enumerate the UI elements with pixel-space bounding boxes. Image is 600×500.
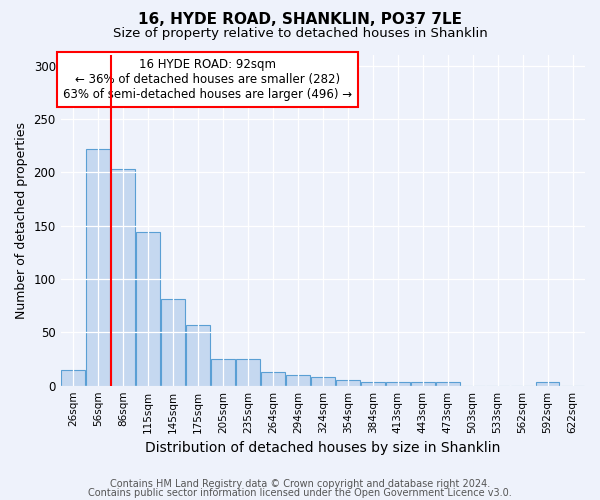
Bar bbox=[111, 169, 135, 386]
Bar bbox=[536, 382, 559, 386]
Bar bbox=[136, 232, 160, 386]
Bar bbox=[261, 372, 285, 386]
Bar bbox=[411, 382, 434, 386]
Bar bbox=[211, 359, 235, 386]
Bar bbox=[186, 325, 210, 386]
Bar bbox=[86, 149, 110, 386]
Text: Contains HM Land Registry data © Crown copyright and database right 2024.: Contains HM Land Registry data © Crown c… bbox=[110, 479, 490, 489]
Bar bbox=[361, 382, 385, 386]
Bar bbox=[161, 300, 185, 386]
Text: 16 HYDE ROAD: 92sqm
← 36% of detached houses are smaller (282)
63% of semi-detac: 16 HYDE ROAD: 92sqm ← 36% of detached ho… bbox=[63, 58, 352, 102]
Y-axis label: Number of detached properties: Number of detached properties bbox=[15, 122, 28, 319]
Text: Contains public sector information licensed under the Open Government Licence v3: Contains public sector information licen… bbox=[88, 488, 512, 498]
X-axis label: Distribution of detached houses by size in Shanklin: Distribution of detached houses by size … bbox=[145, 441, 500, 455]
Bar bbox=[386, 382, 410, 386]
Bar bbox=[286, 375, 310, 386]
Bar bbox=[236, 359, 260, 386]
Bar bbox=[436, 382, 460, 386]
Bar bbox=[61, 370, 85, 386]
Text: Size of property relative to detached houses in Shanklin: Size of property relative to detached ho… bbox=[113, 28, 487, 40]
Bar bbox=[311, 377, 335, 386]
Bar bbox=[336, 380, 359, 386]
Text: 16, HYDE ROAD, SHANKLIN, PO37 7LE: 16, HYDE ROAD, SHANKLIN, PO37 7LE bbox=[138, 12, 462, 28]
